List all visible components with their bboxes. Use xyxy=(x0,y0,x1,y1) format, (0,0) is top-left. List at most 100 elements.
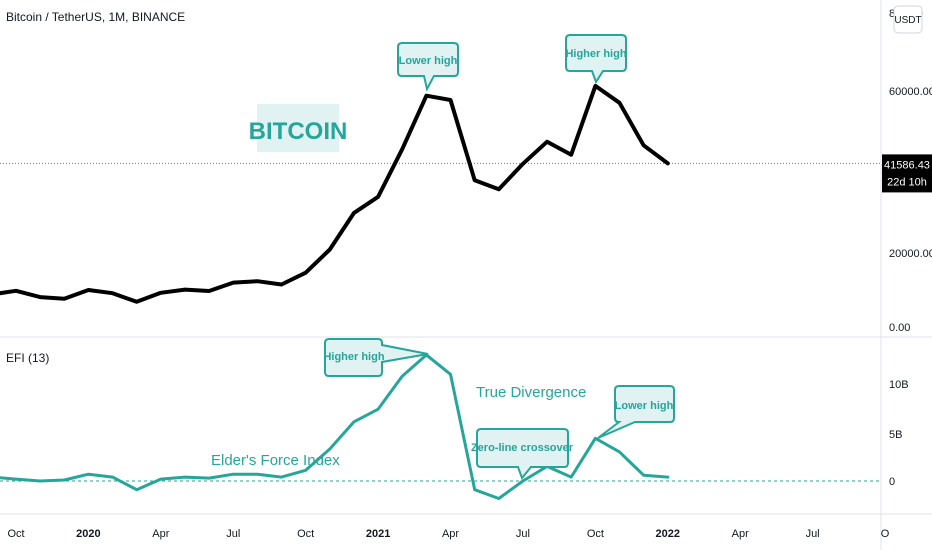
price-data-point xyxy=(618,101,621,104)
price-axis-tick: 20000.00 xyxy=(889,248,932,260)
true-divergence-label: True Divergence xyxy=(476,384,586,401)
callout-lower-high-efi-shape xyxy=(597,385,675,439)
price-data-point xyxy=(159,291,162,294)
efi-data-point xyxy=(497,497,500,500)
price-data-point xyxy=(15,289,17,292)
time-axis: Oct 2020 Apr Jul Oct 2021 Apr Jul Oct 2022 Apr Jul O xyxy=(7,528,889,540)
price-data-point xyxy=(642,144,645,147)
price-data-point xyxy=(256,280,259,283)
price-data-point xyxy=(546,140,549,143)
price-data-point xyxy=(377,195,380,198)
time-axis-tick: 2021 xyxy=(366,528,390,540)
price-data-point xyxy=(39,296,42,299)
efi-panel-title: EFI (13) xyxy=(6,351,49,365)
efi-data-point xyxy=(377,408,380,411)
price-data-point xyxy=(473,179,476,182)
time-axis-tick: Jul xyxy=(226,528,240,540)
price-data-point xyxy=(666,162,669,165)
price-points xyxy=(15,84,669,303)
price-data-point xyxy=(425,94,428,97)
efi-data-point xyxy=(208,477,211,480)
price-data-point xyxy=(328,248,331,251)
efi-data-point xyxy=(15,478,17,481)
time-axis-tick: 2020 xyxy=(76,528,100,540)
price-axis-tick: 60000.00 xyxy=(889,86,932,98)
price-data-point xyxy=(111,292,114,295)
price-data-point xyxy=(135,300,138,303)
efi-axis-tick: 5B xyxy=(889,429,902,441)
price-data-point xyxy=(521,162,524,165)
price-data-point xyxy=(449,99,452,101)
efi-data-point xyxy=(304,469,307,472)
callout-higher-high-efi-text: Higher high xyxy=(323,351,384,363)
efi-data-point xyxy=(159,478,162,481)
price-data-point xyxy=(184,288,186,291)
efi-data-point xyxy=(63,479,66,481)
efi-data-point xyxy=(666,476,669,479)
efi-axis-tick: 0 xyxy=(889,476,895,488)
price-axis-tick: 0.00 xyxy=(889,322,910,334)
callout-zero-crossover-text: Zero-line crossover xyxy=(471,442,574,454)
currency-badge[interactable]: USDT xyxy=(894,15,921,26)
time-axis-tick: Apr xyxy=(152,528,169,540)
callout-higher-high-efi-shape xyxy=(324,338,429,377)
efi-data-point xyxy=(594,437,597,440)
callout-zero-crossover: Zero-line crossover xyxy=(471,428,574,480)
callout-lower-high-price-shape xyxy=(397,42,459,92)
efi-data-point xyxy=(232,473,235,476)
price-data-point xyxy=(304,271,307,274)
efi-data-point xyxy=(328,448,331,450)
efi-data-point xyxy=(256,473,259,476)
efi-data-point xyxy=(111,476,114,479)
current-price-label: 41586.43 22d 10h xyxy=(882,154,932,193)
current-price-countdown: 22d 10h xyxy=(887,176,927,188)
time-axis-tick: Jul xyxy=(516,528,530,540)
efi-axis-tick: 10B xyxy=(889,379,909,391)
price-data-point xyxy=(570,153,573,156)
time-axis-tick: 2022 xyxy=(656,528,680,540)
callout-higher-high-price-text: Higher high xyxy=(565,48,626,60)
efi-data-point xyxy=(353,420,355,423)
callout-lower-high-price: Lower high xyxy=(397,42,459,92)
efi-data-point xyxy=(642,474,645,477)
efi-data-point xyxy=(280,476,283,479)
price-data-point xyxy=(353,211,355,214)
callout-higher-high-efi: Higher high xyxy=(323,338,429,377)
currency-badge-box[interactable] xyxy=(893,5,923,34)
efi-data-point xyxy=(135,488,138,491)
callout-lower-high-efi: Lower high xyxy=(597,385,675,439)
price-axis-corner-label: 8 xyxy=(889,8,895,20)
price-data-point xyxy=(87,289,90,291)
callout-lower-high-price-text: Lower high xyxy=(399,55,458,67)
price-data-point xyxy=(208,290,211,292)
efi-data-point xyxy=(39,480,42,482)
efi-data-point xyxy=(473,488,476,491)
price-data-point xyxy=(401,148,404,151)
efi-data-point xyxy=(449,373,452,376)
efi-data-point xyxy=(87,473,90,476)
price-data-point xyxy=(594,84,597,87)
current-price-label-box xyxy=(882,154,932,193)
time-axis-tick: Oct xyxy=(7,528,24,540)
price-data-point xyxy=(232,281,235,284)
chart-title: Bitcoin / TetherUS, 1M, BINANCE xyxy=(6,10,185,24)
price-data-point xyxy=(280,283,283,286)
efi-data-point xyxy=(184,476,186,479)
elders-force-index-label: Elder's Force Index xyxy=(211,452,340,469)
time-axis-tick: O xyxy=(881,528,890,540)
efi-data-point xyxy=(521,480,524,482)
callout-zero-crossover-shape xyxy=(476,428,569,480)
callout-higher-high-price: Higher high xyxy=(565,34,627,85)
efi-points xyxy=(15,353,669,500)
time-axis-tick: Oct xyxy=(587,528,604,540)
efi-data-point xyxy=(570,476,573,479)
time-axis-tick: Apr xyxy=(442,528,459,540)
efi-data-point xyxy=(618,450,621,453)
current-price-value: 41586.43 xyxy=(884,159,930,171)
price-data-point xyxy=(63,297,66,300)
time-axis-tick: Oct xyxy=(297,528,314,540)
price-data-point xyxy=(497,188,500,191)
callout-lower-high-efi-text: Lower high xyxy=(615,400,674,412)
callout-higher-high-price-shape xyxy=(565,34,627,85)
